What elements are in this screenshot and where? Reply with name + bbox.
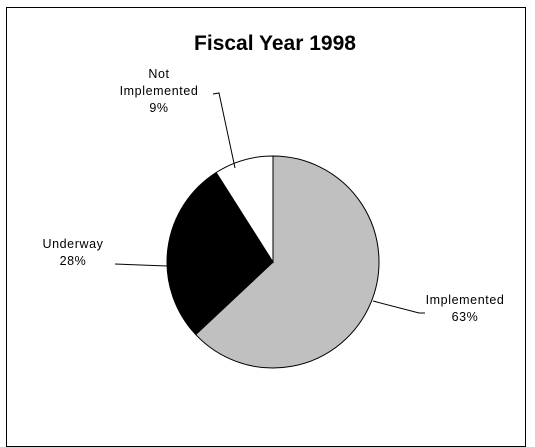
leader-line <box>114 263 168 267</box>
slice-percent-label: 9% <box>149 101 168 115</box>
pie-slice-not-implemented <box>215 155 274 264</box>
chart-title: Fiscal Year 1998 <box>194 32 356 55</box>
slice-category-label: Not <box>148 67 169 81</box>
pie-chart: Fiscal Year 1998 Implemented 63% Underway 2… <box>42 32 505 369</box>
leader-line <box>212 92 236 169</box>
pie-slice-implemented <box>195 155 380 369</box>
leader-line <box>372 300 425 314</box>
slice-percent-label: 63% <box>452 310 479 324</box>
chart-frame: Fiscal Year 1998 Implemented 63% Underway 2… <box>6 7 526 447</box>
slice-percent-label: 28% <box>60 254 87 268</box>
slice-category-label: Underway <box>42 237 103 251</box>
slice-category-label: Implemented <box>120 84 199 98</box>
pie-slice-underway <box>166 171 274 336</box>
slice-category-label: Implemented <box>426 293 505 307</box>
